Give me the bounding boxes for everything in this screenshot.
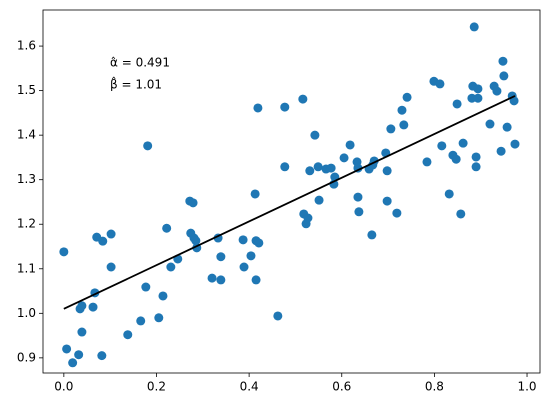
point [158,291,168,301]
y-tick-label: 1.4 [17,128,36,142]
point [492,86,502,96]
point [382,196,392,206]
point [345,140,355,150]
point [339,153,349,163]
point [499,71,509,81]
point [303,213,313,223]
axes-frame [42,9,541,374]
y-tick-label: 1.3 [17,172,36,186]
point [496,146,506,156]
x-tick-label: 0.2 [147,380,166,394]
x-tick-label: 1.0 [517,380,536,394]
point [397,105,407,115]
point [216,275,226,285]
point [367,230,377,240]
point [166,262,176,272]
point [141,282,151,292]
point [473,84,483,94]
point [469,22,479,32]
point [74,350,84,360]
point [502,122,512,132]
point [402,92,412,102]
point [471,162,481,172]
y-tick-label: 1.0 [17,306,36,320]
point [298,94,308,104]
point [471,152,481,162]
point [106,262,116,272]
point [68,358,78,368]
point [280,162,290,172]
point [422,157,432,167]
point [59,247,69,257]
point [382,166,392,176]
point [251,275,261,285]
point [123,330,133,340]
point [313,162,323,172]
annotation: β̂ = 1.01 [110,75,162,91]
point [509,96,519,106]
point [305,166,315,176]
point [254,238,264,248]
point [456,209,466,219]
plot-area [43,10,540,373]
x-tick-label: 0.8 [425,380,444,394]
point [353,192,363,202]
point [458,138,468,148]
point [143,141,153,151]
point [154,313,164,323]
point [386,124,396,134]
point [273,311,283,321]
x-tick-label: 0.4 [240,380,259,394]
point [77,301,87,311]
annotation: α̂ = 0.491 [110,56,170,70]
point [451,154,461,164]
point [62,344,72,354]
point [452,99,462,109]
point [106,229,116,239]
point [435,79,445,89]
y-tick-label: 1.5 [17,83,36,97]
point [280,102,290,112]
x-tick-label: 0.6 [332,380,351,394]
x-tick-label: 0.0 [54,380,73,394]
regression-line [63,95,516,310]
point [88,302,98,312]
point [238,235,248,245]
y-tick-label: 0.9 [17,350,36,364]
y-tick-label: 1.2 [17,217,36,231]
point [136,316,146,326]
point [310,130,320,140]
point [207,273,217,283]
point [473,93,483,103]
point [354,207,364,217]
point [485,119,495,129]
point [498,56,508,66]
y-tick-label: 1.1 [17,261,36,275]
point [437,141,447,151]
point [77,327,87,337]
point [188,198,198,208]
point [444,189,454,199]
point [239,262,249,272]
point [392,208,402,218]
point [253,103,263,113]
point [510,139,520,149]
point [191,236,201,246]
point [216,252,226,262]
point [98,236,108,246]
point [97,351,107,361]
y-tick-label: 1.6 [17,39,36,53]
point [250,189,260,199]
point [399,120,409,130]
point [314,195,324,205]
point [162,223,172,233]
point [326,163,336,173]
point [246,251,256,261]
